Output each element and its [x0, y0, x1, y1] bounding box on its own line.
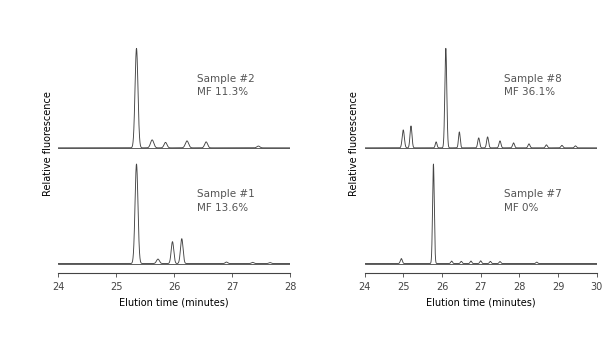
Text: Sample #7
MF 0%: Sample #7 MF 0% — [504, 190, 562, 213]
Y-axis label: Relative fluorescence: Relative fluorescence — [349, 91, 359, 196]
X-axis label: Elution time (minutes): Elution time (minutes) — [426, 297, 536, 307]
Y-axis label: Relative fluorescence: Relative fluorescence — [43, 91, 53, 196]
Text: Sample #8
MF 36.1%: Sample #8 MF 36.1% — [504, 74, 562, 97]
Text: Sample #1
MF 13.6%: Sample #1 MF 13.6% — [198, 190, 255, 213]
X-axis label: Elution time (minutes): Elution time (minutes) — [119, 297, 229, 307]
Text: Sample #2
MF 11.3%: Sample #2 MF 11.3% — [198, 74, 255, 97]
